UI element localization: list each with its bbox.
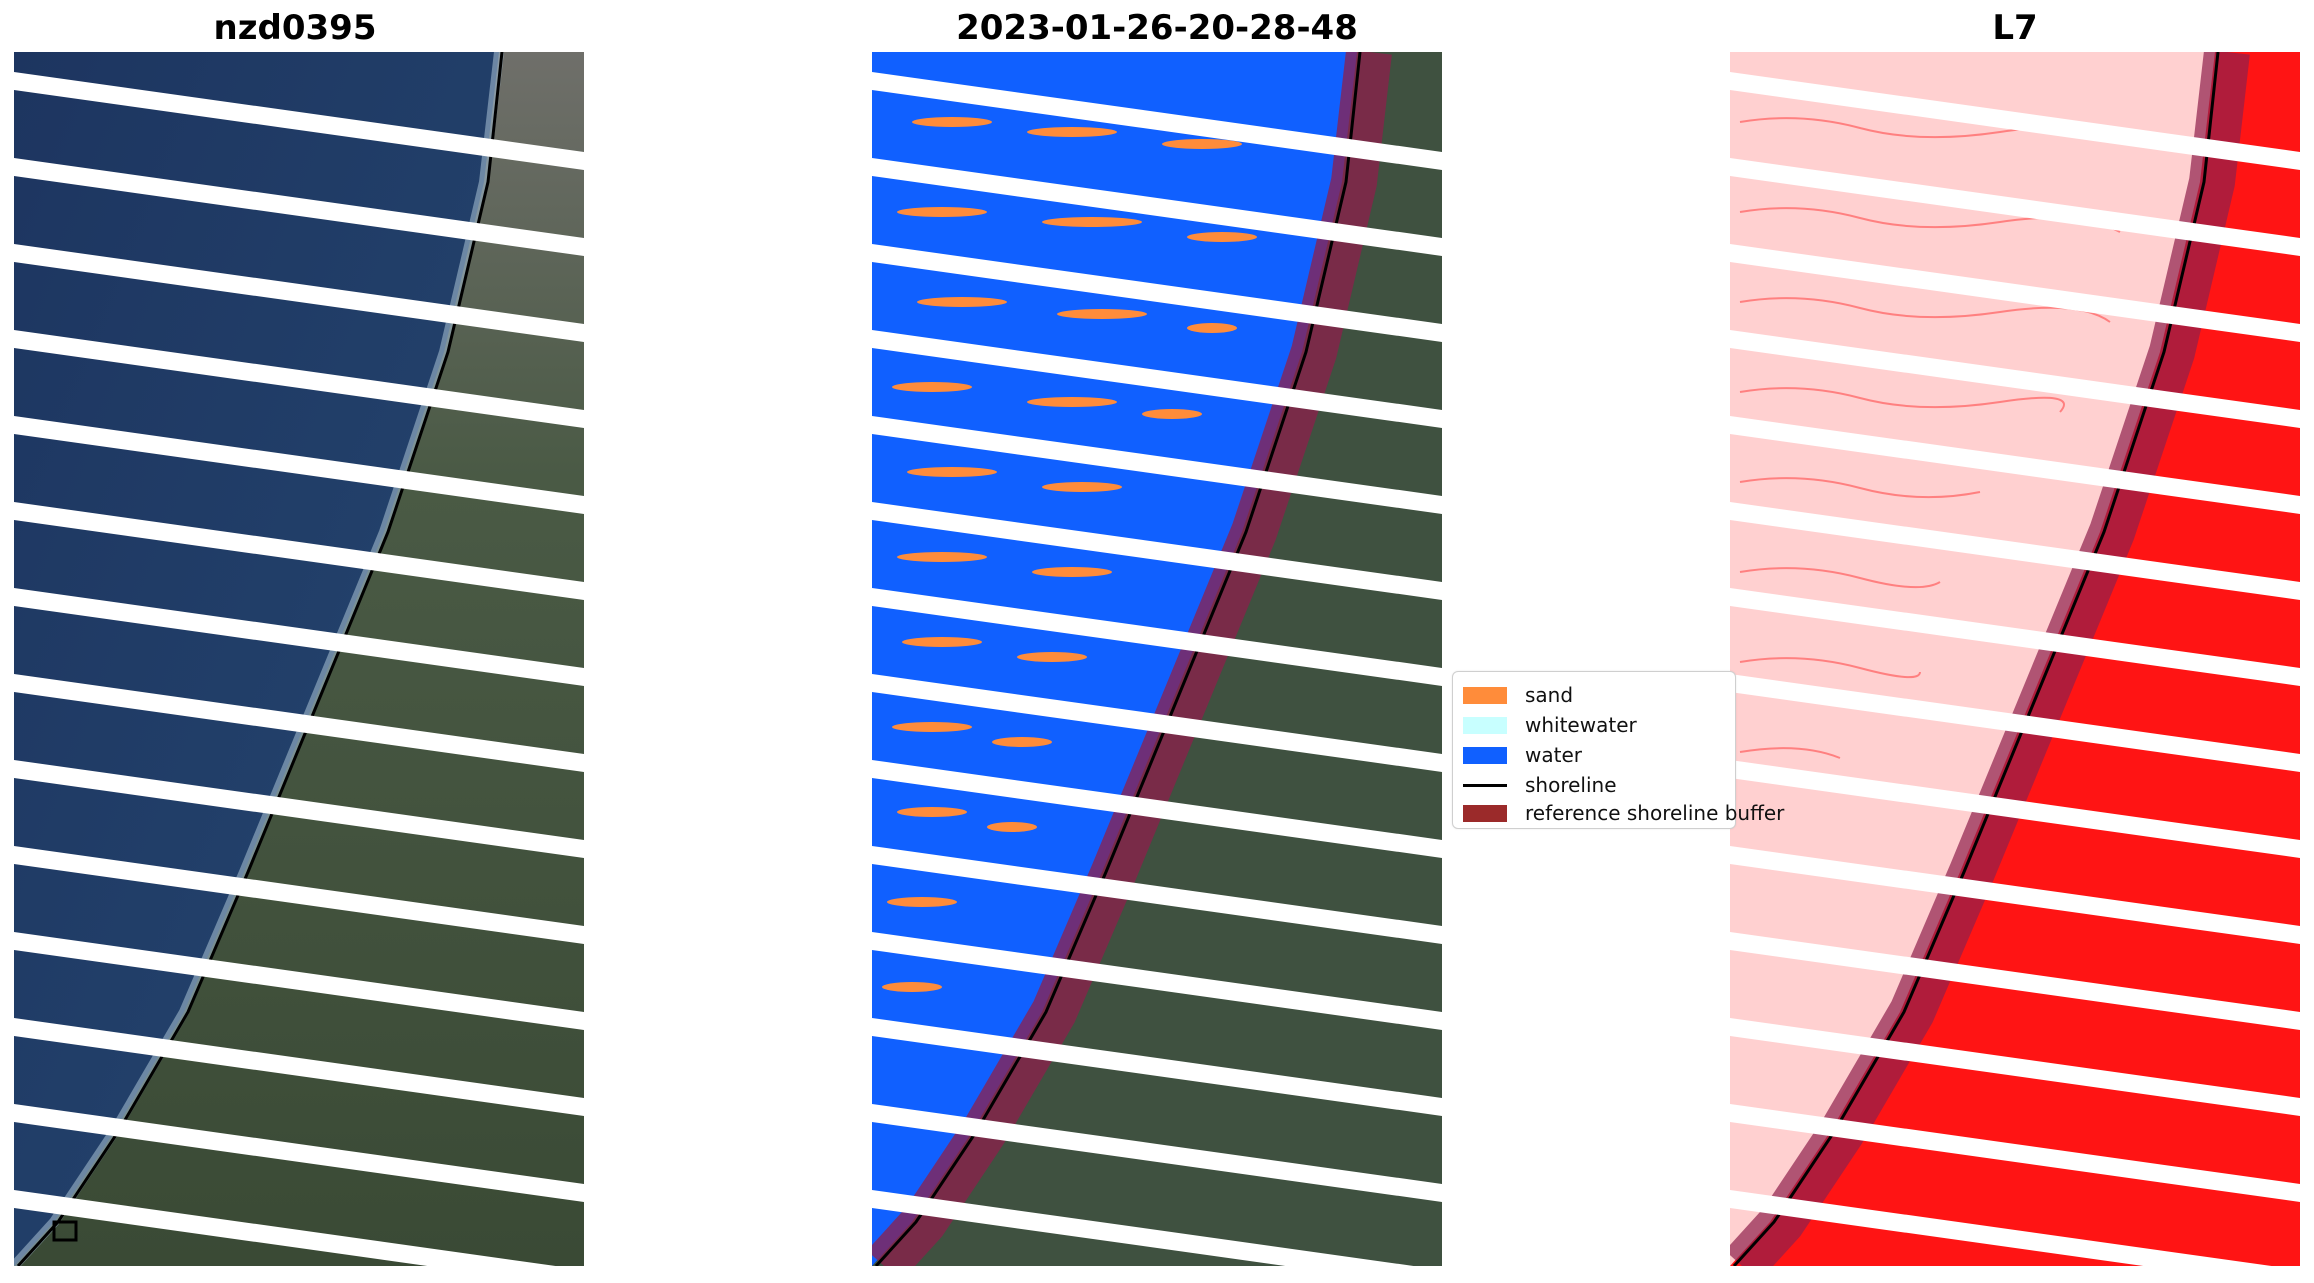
legend-item-whitewater: whitewater <box>1463 710 1637 740</box>
legend-item-sand: sand <box>1463 680 1573 710</box>
legend-item-shoreline: shoreline <box>1463 770 1617 800</box>
shoreline-line <box>874 52 1362 1266</box>
title-rgb: nzd0395 <box>213 8 377 48</box>
index-panel <box>1730 52 2300 1266</box>
legend-item-water: water <box>1463 740 1582 770</box>
title-index: L7 <box>1992 8 2038 48</box>
legend-label-shoreline: shoreline <box>1525 773 1617 797</box>
rgb-image-panel <box>14 52 584 1266</box>
shoreline-line <box>1732 52 2220 1266</box>
legend-label-reference-shoreline: reference shoreline buffer <box>1525 801 1785 825</box>
shoreline-swatch <box>1463 783 1507 787</box>
whitewater-swatch <box>1463 716 1507 734</box>
water-swatch <box>1463 746 1507 764</box>
legend-label-whitewater: whitewater <box>1525 713 1637 737</box>
scanline-gaps <box>1730 72 2300 1266</box>
surf-zone <box>14 52 504 1266</box>
shoreline-line <box>16 52 504 1266</box>
shoreline-fragment <box>52 1220 78 1242</box>
reference-shoreline-swatch <box>1463 804 1507 822</box>
sand-swatch <box>1463 686 1507 704</box>
title-classification: 2023-01-26-20-28-48 <box>956 8 1358 48</box>
legend-item-reference-shoreline: reference shoreline buffer <box>1463 798 1784 828</box>
classification-panel <box>872 52 1442 1266</box>
legend: sand whitewater water shoreline referenc… <box>1452 671 1784 829</box>
sand-class-patches <box>882 117 1257 992</box>
reference-shoreline-buffer <box>872 52 1392 1266</box>
index-svg <box>1730 52 2300 1266</box>
reference-shoreline-buffer <box>1730 52 2250 1266</box>
legend-label-sand: sand <box>1525 683 1574 707</box>
classification-svg <box>872 52 1442 1266</box>
scanline-gaps <box>14 72 584 1266</box>
scanline-gaps <box>872 72 1442 1266</box>
rgb-image-svg <box>14 52 584 1266</box>
legend-label-water: water <box>1525 743 1582 767</box>
